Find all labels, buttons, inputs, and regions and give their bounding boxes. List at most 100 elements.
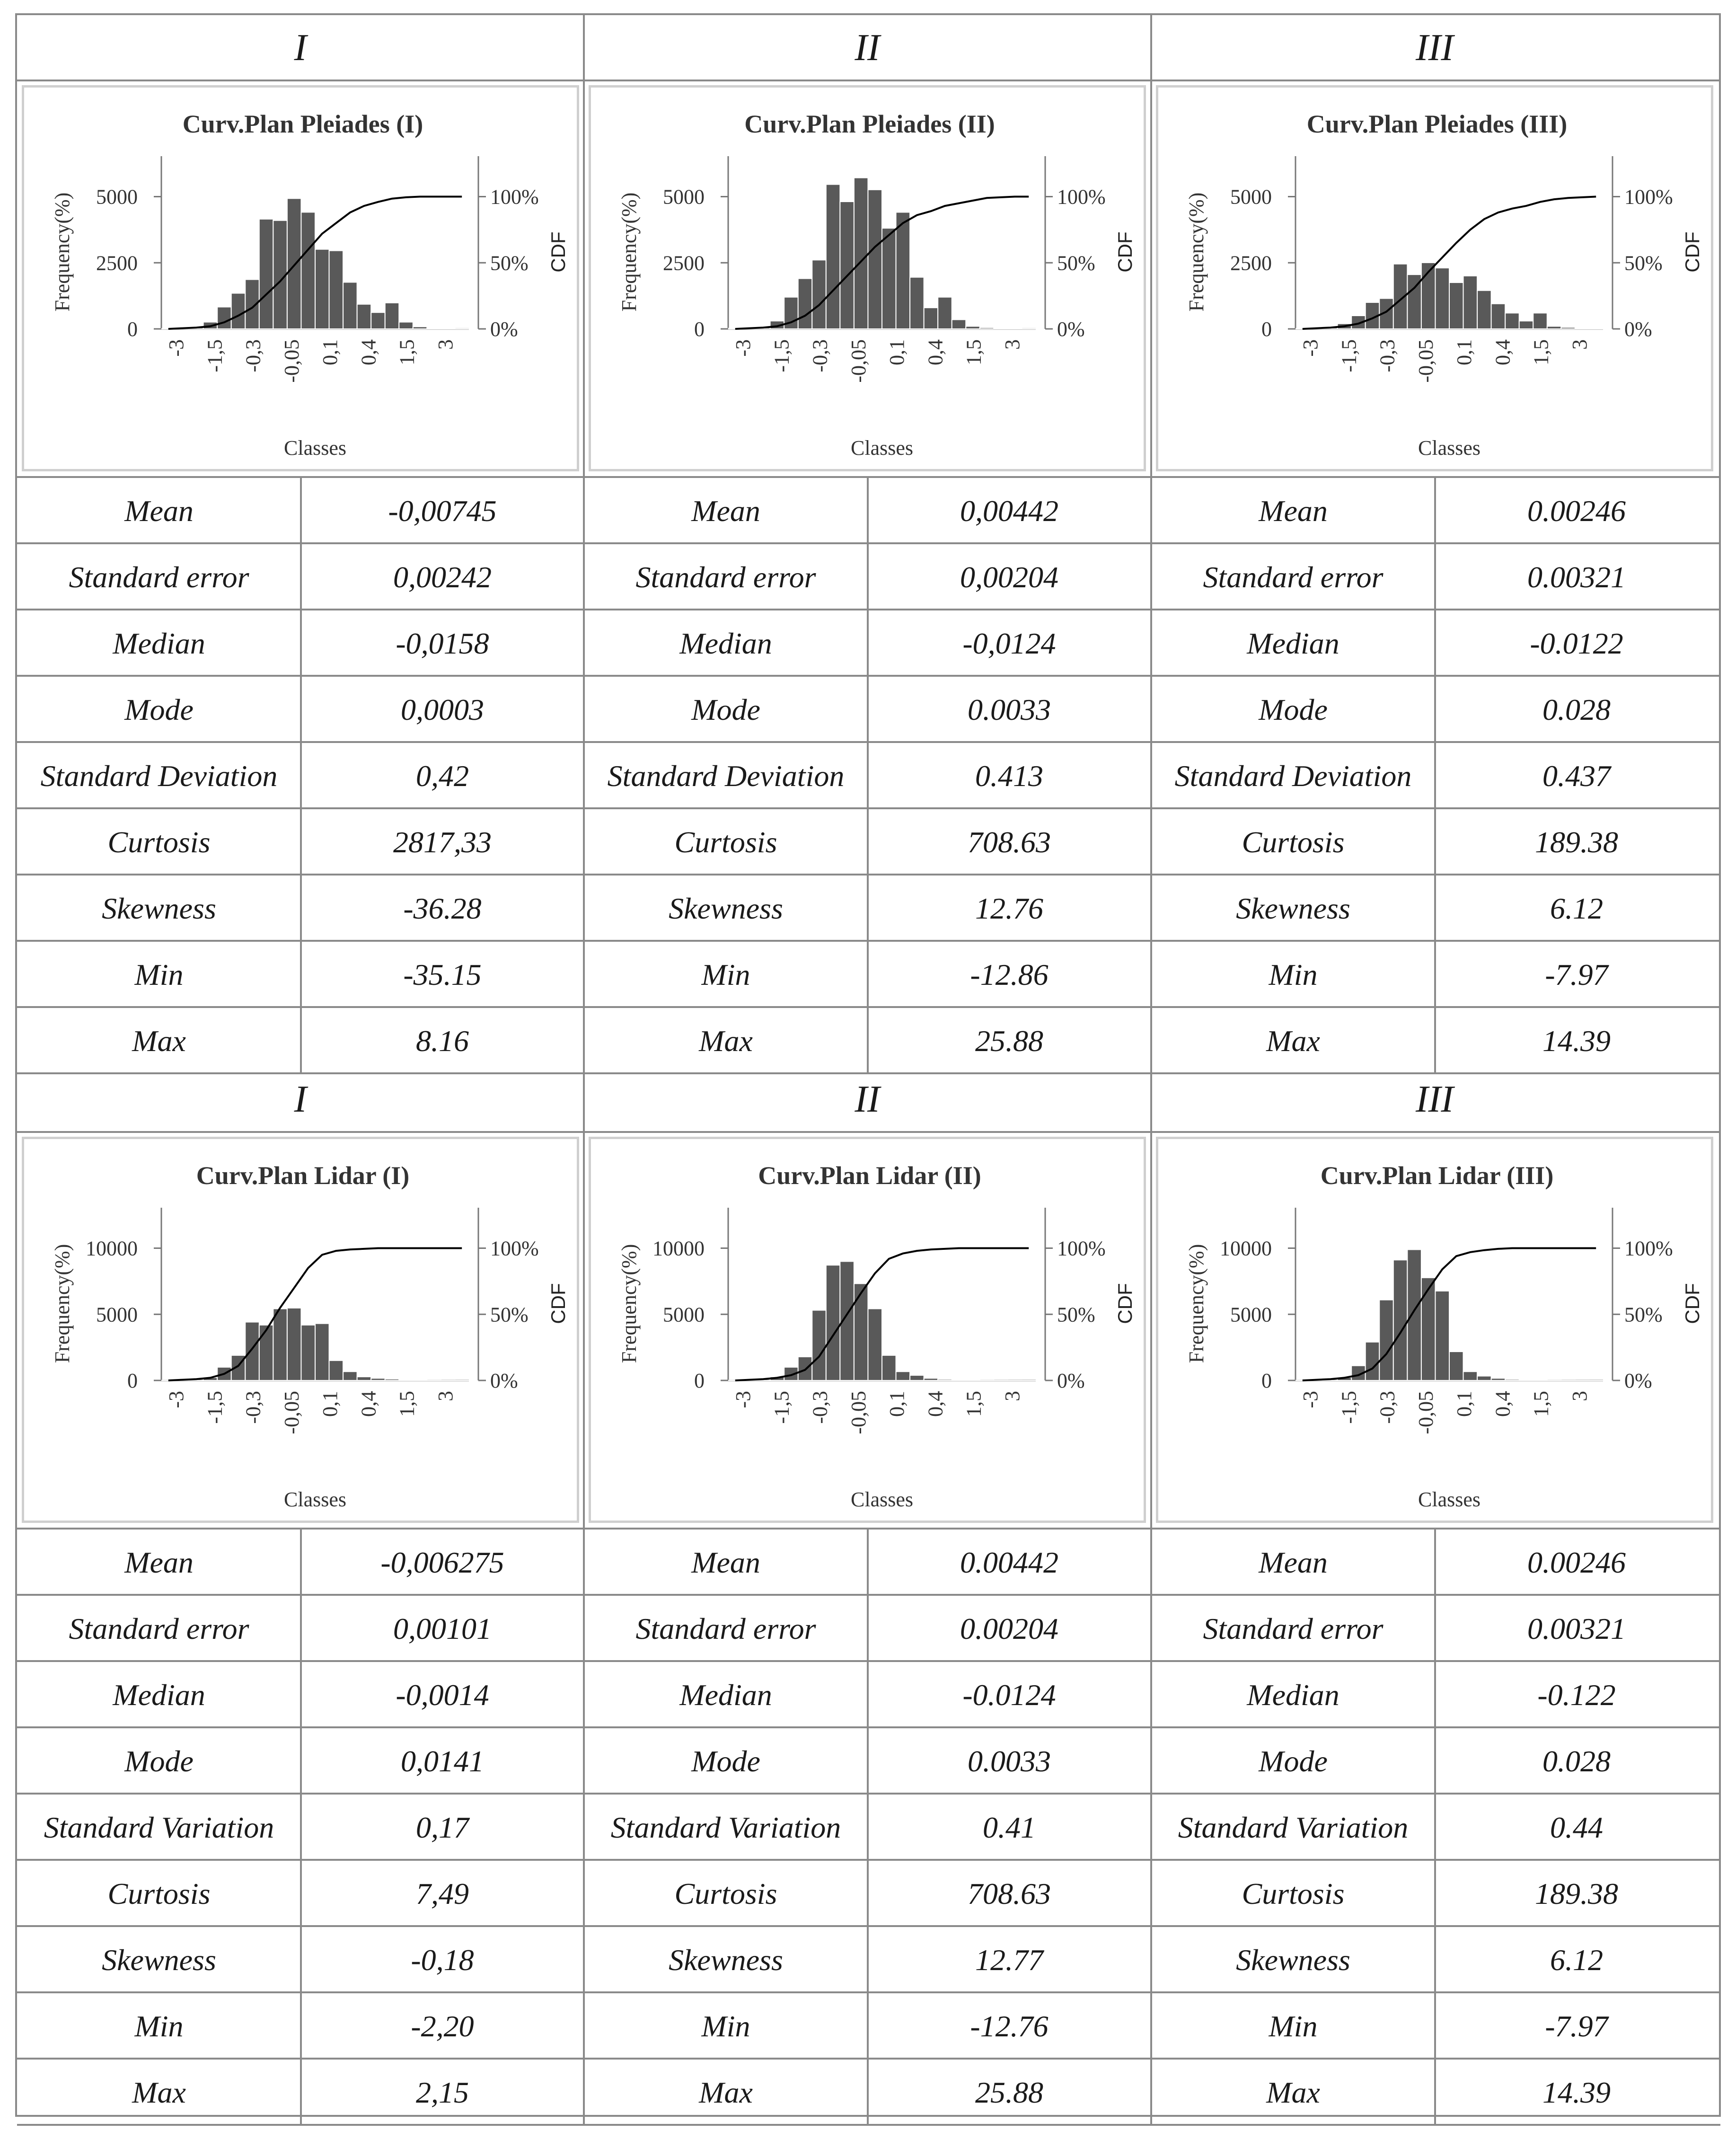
histogram-bar <box>1420 262 1436 329</box>
x-tick-label: 1,5 <box>396 1391 419 1417</box>
stat-label: Skewness <box>102 892 216 925</box>
stat-label: Min <box>701 958 750 991</box>
stat-label: Standard error <box>1203 560 1384 594</box>
x-tick-label: -3 <box>1299 339 1322 357</box>
x-tick-group: -0,3 <box>1376 1391 1399 1424</box>
y-axis-label-group: Frequency(%) <box>617 193 641 312</box>
y2-axis-label: CDF <box>547 231 569 272</box>
x-tick-group: -1,5 <box>203 1391 226 1424</box>
x-tick-group: 3 <box>1568 1391 1591 1401</box>
histogram-bar <box>909 276 925 329</box>
x-tick-label: -1,5 <box>203 1391 226 1424</box>
stat-label: Max <box>1266 1024 1320 1058</box>
histogram-chart: Curv.Plan Lidar (III) 0 5000 10000 0% 50% 100%… <box>1156 1137 1713 1523</box>
x-tick-group: -0,3 <box>809 1391 832 1424</box>
y2-tick-label: 100% <box>490 186 539 209</box>
x-tick-group: 0,4 <box>357 339 380 365</box>
stat-label: Curtosis <box>674 1877 777 1910</box>
stat-value: -0.122 <box>1537 1678 1616 1712</box>
cdf-line <box>168 195 462 330</box>
grid-line <box>17 2058 1720 2060</box>
stat-label: Max <box>699 1024 753 1058</box>
stat-value: 25.88 <box>975 1024 1043 1058</box>
x-tick-group: 1,5 <box>962 339 986 365</box>
x-tick-label: -0,05 <box>847 339 870 383</box>
grid-line <box>17 2124 1720 2126</box>
stat-value: 708.63 <box>968 825 1051 859</box>
chart-svg: Curv.Plan Pleiades (I) 0 2500 5000 0% 50% 100%… <box>51 110 569 460</box>
histogram-bar <box>370 312 386 329</box>
x-axis-label: Classes <box>284 1488 346 1511</box>
x-tick-label: -3 <box>165 339 188 357</box>
histogram-bar <box>1449 282 1464 330</box>
histogram-bar <box>811 259 827 329</box>
stat-value: 25.88 <box>975 2076 1043 2109</box>
stat-value: 12.76 <box>975 892 1043 925</box>
y-axis-label: Frequency(%) <box>617 193 641 312</box>
column-header: II <box>855 27 880 69</box>
y-tick-label: 5000 <box>1230 1303 1272 1326</box>
x-tick-label: 3 <box>434 339 457 350</box>
stat-label: Standard error <box>635 560 816 594</box>
y-tick-label: 10000 <box>86 1237 138 1260</box>
histogram-bar <box>384 1378 400 1381</box>
x-tick-label: -0,05 <box>280 339 303 383</box>
stat-label: Curtosis <box>674 825 777 859</box>
histogram-bar <box>881 1354 897 1381</box>
histogram-bar <box>286 1307 302 1381</box>
x-tick-group: 0,1 <box>1453 1391 1476 1417</box>
stat-value: 12.77 <box>975 1943 1043 1977</box>
stat-value: 0.00246 <box>1527 494 1626 528</box>
x-tick-group: -3 <box>731 339 755 357</box>
histogram-bar <box>1490 1378 1506 1381</box>
grid-line <box>867 476 869 1072</box>
histogram-bar <box>1574 327 1590 330</box>
column-header: III <box>1416 27 1454 69</box>
stat-label: Min <box>701 2009 750 2043</box>
y2-tick-label: 0% <box>1624 1369 1652 1392</box>
x-tick-group: 0,1 <box>318 339 342 365</box>
stat-value: 0.00442 <box>960 1546 1058 1579</box>
x-tick-label: -0,3 <box>809 1391 832 1424</box>
y-axis-label: Frequency(%) <box>51 193 74 312</box>
y2-tick-label: 0% <box>1057 318 1085 341</box>
stat-label: Curtosis <box>1242 825 1345 859</box>
x-tick-label: -0,3 <box>809 339 832 372</box>
histogram-bar <box>328 1360 344 1381</box>
histogram-bar <box>356 1376 372 1381</box>
x-tick-label: 3 <box>1001 339 1024 350</box>
x-tick-group: 3 <box>434 339 457 350</box>
histogram-bar <box>1546 326 1562 329</box>
x-tick-label: 0,1 <box>318 339 342 365</box>
x-tick-label: 3 <box>1568 1391 1591 1401</box>
x-tick-label: 0,1 <box>1453 339 1476 365</box>
stat-label: Standard Variation <box>1178 1811 1409 1844</box>
stat-value: -0.0122 <box>1530 627 1623 660</box>
histogram-bar <box>937 296 952 329</box>
stat-label: Mode <box>691 693 760 726</box>
histogram-bar <box>993 327 1008 330</box>
stat-value: 0,00204 <box>960 560 1058 594</box>
stat-label: Skewness <box>669 892 783 925</box>
grid-line <box>17 80 1720 81</box>
grid-line <box>17 940 1720 942</box>
grid-line <box>17 1072 1720 1074</box>
stat-label: Mean <box>691 494 760 528</box>
grid-line <box>17 1726 1720 1728</box>
stat-label: Curtosis <box>1242 1877 1345 1910</box>
grid-line <box>583 1067 585 2124</box>
histogram-bar <box>909 1375 925 1381</box>
stat-label: Curtosis <box>107 825 211 859</box>
histogram-bar <box>1407 1249 1422 1381</box>
x-tick-group: -3 <box>165 1391 188 1408</box>
x-axis-label: Classes <box>851 436 913 460</box>
stat-label: Skewness <box>102 1943 216 1977</box>
stat-value: 2817,33 <box>393 825 492 859</box>
grid-line <box>1434 476 1436 1072</box>
stat-value: 0,00101 <box>393 1612 492 1645</box>
stat-value: 0.437 <box>1542 759 1611 793</box>
grid-line <box>17 807 1720 809</box>
histogram-bar <box>1007 328 1022 330</box>
stat-label: Median <box>1247 1678 1339 1712</box>
x-tick-label: 0,4 <box>1491 339 1514 365</box>
